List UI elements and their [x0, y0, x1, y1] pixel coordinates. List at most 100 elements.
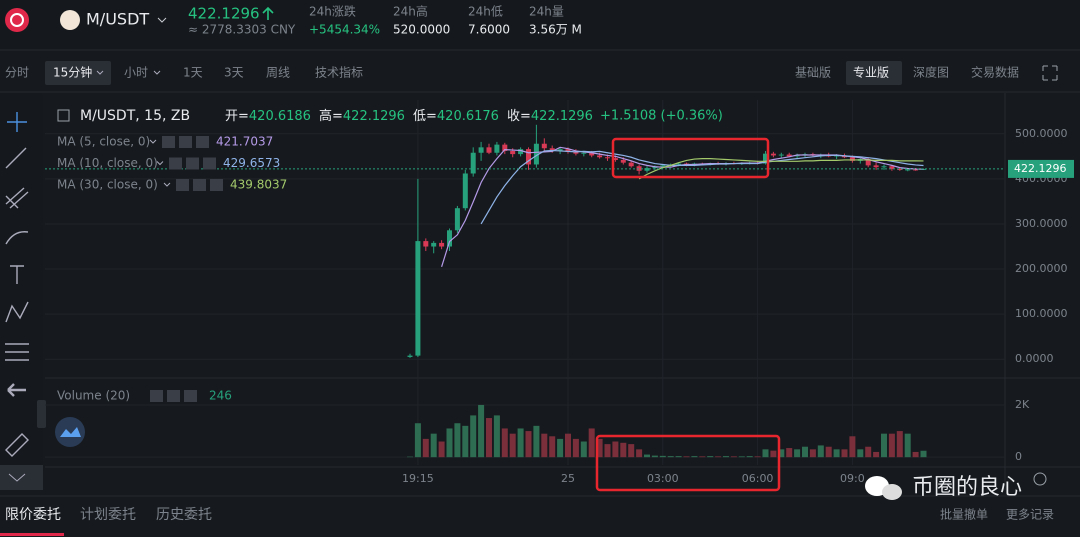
- volume-bar: [446, 428, 453, 458]
- volume-bar: [912, 451, 919, 458]
- toolbar-item[interactable]: 小时: [124, 66, 148, 80]
- toolbar-item[interactable]: 3天: [224, 66, 244, 80]
- toolbar-item[interactable]: 15分钟: [53, 65, 92, 80]
- stat-value: 3.56万 M: [529, 23, 582, 37]
- volume-bar: [904, 433, 911, 458]
- order-tab[interactable]: 历史委托: [156, 507, 212, 523]
- volume-bar: [430, 433, 437, 458]
- ohlc-label: 收=: [507, 109, 531, 124]
- legend-button[interactable]: [176, 179, 189, 191]
- logo: [5, 8, 29, 32]
- toolbar-item[interactable]: 基础版: [795, 66, 831, 80]
- ruler-tool[interactable]: [5, 433, 29, 457]
- candle-body: [913, 169, 919, 171]
- volume-bar: [628, 444, 635, 458]
- brush-tool[interactable]: [5, 231, 29, 245]
- collapse-icon[interactable]: [57, 109, 70, 122]
- candle-body: [881, 166, 887, 168]
- caret[interactable]: [149, 139, 157, 144]
- toolbar-item[interactable]: 深度图: [913, 65, 949, 80]
- legend-button[interactable]: [169, 157, 182, 170]
- legend-button[interactable]: [210, 179, 223, 191]
- volume-bar: [778, 449, 785, 458]
- volume-bar: [557, 438, 564, 458]
- logo-mark: [10, 13, 24, 27]
- legend-button[interactable]: [196, 136, 209, 148]
- line-tool[interactable]: [5, 147, 27, 169]
- legend-button[interactable]: [162, 136, 175, 148]
- candle-body: [778, 154, 784, 156]
- legend-button[interactable]: [186, 157, 199, 170]
- volume-bar: [612, 441, 619, 458]
- back-tool[interactable]: [7, 383, 26, 397]
- footer-action[interactable]: 更多记录: [1006, 508, 1054, 522]
- legend-button[interactable]: [167, 390, 180, 402]
- toolbar-item[interactable]: 专业版: [853, 65, 889, 80]
- ohlc-item: 高=422.1296: [319, 108, 405, 124]
- text-tool[interactable]: [10, 265, 24, 284]
- toolbar-item[interactable]: 交易数据: [971, 65, 1019, 80]
- y-tick-label: 300.0000: [1015, 217, 1068, 230]
- legend-button[interactable]: [203, 157, 216, 170]
- candle-body: [470, 152, 476, 174]
- toolbar-item[interactable]: 技术指标: [315, 65, 363, 80]
- volume-bar: [881, 433, 887, 458]
- volume-bar: [833, 449, 840, 458]
- ohlc-label: 高=: [319, 108, 343, 124]
- toolbar-item[interactable]: 分时: [5, 66, 29, 80]
- volume-bar: [699, 456, 706, 458]
- volume-bar: [809, 449, 816, 458]
- volume-bar: [470, 415, 477, 458]
- legend-button[interactable]: [179, 136, 192, 148]
- channel-tool[interactable]: [5, 187, 29, 209]
- x-tick-label: 19:15: [402, 472, 434, 485]
- volume-bar: [683, 456, 690, 458]
- pair[interactable]: M/USDT: [86, 10, 149, 29]
- legend-name: MA (30, close, 0): [57, 178, 158, 192]
- candle-body: [533, 143, 539, 165]
- ma-line: [480, 149, 924, 225]
- active-tab-underline: [0, 533, 64, 536]
- footer-action[interactable]: 批量撤单: [940, 507, 988, 522]
- fib-tool[interactable]: [5, 343, 29, 361]
- candle-body: [581, 152, 587, 154]
- stat-label: 24h低: [468, 5, 503, 19]
- volume-bar: [493, 415, 500, 458]
- coin-icon[interactable]: [60, 10, 80, 30]
- volume-bar: [438, 441, 445, 458]
- candle-body: [905, 169, 911, 171]
- candle-body: [565, 149, 571, 152]
- sidebar-toggle[interactable]: [37, 400, 46, 428]
- caret[interactable]: [163, 182, 171, 187]
- crosshair-tool[interactable]: [7, 112, 27, 132]
- caret[interactable]: [156, 161, 164, 166]
- volume-bar: [707, 456, 714, 458]
- caret[interactable]: [157, 17, 167, 23]
- volume-bar: [596, 438, 603, 458]
- candle-body: [541, 143, 547, 149]
- toolbar-item[interactable]: 周线: [266, 66, 290, 80]
- toolbar-item[interactable]: 1天: [183, 66, 203, 80]
- legend-button[interactable]: [184, 390, 197, 402]
- candle-body: [770, 153, 776, 156]
- legend-button[interactable]: [150, 390, 163, 402]
- candle-body: [849, 157, 855, 161]
- candle-body: [921, 168, 926, 170]
- stat-label: 24h量: [529, 5, 564, 19]
- fullscreen-icon[interactable]: [1042, 65, 1058, 81]
- volume-bar: [478, 404, 485, 458]
- y-tick-label: 100.0000: [1015, 307, 1068, 320]
- legend-button[interactable]: [193, 179, 206, 191]
- volume-bar: [486, 418, 492, 458]
- wechat-icon: [882, 484, 902, 500]
- candle-body: [620, 159, 626, 163]
- volume-bar: [667, 456, 674, 458]
- order-tab[interactable]: 计划委托: [80, 507, 136, 523]
- order-tab[interactable]: 限价委托: [5, 507, 61, 523]
- pattern-tool[interactable]: [5, 301, 29, 323]
- settings-icon[interactable]: [1033, 472, 1047, 486]
- volume-bar: [525, 431, 532, 458]
- volume-bar: [414, 423, 421, 458]
- candle-body: [431, 242, 437, 247]
- stat-label: 24h涨跌: [309, 4, 356, 19]
